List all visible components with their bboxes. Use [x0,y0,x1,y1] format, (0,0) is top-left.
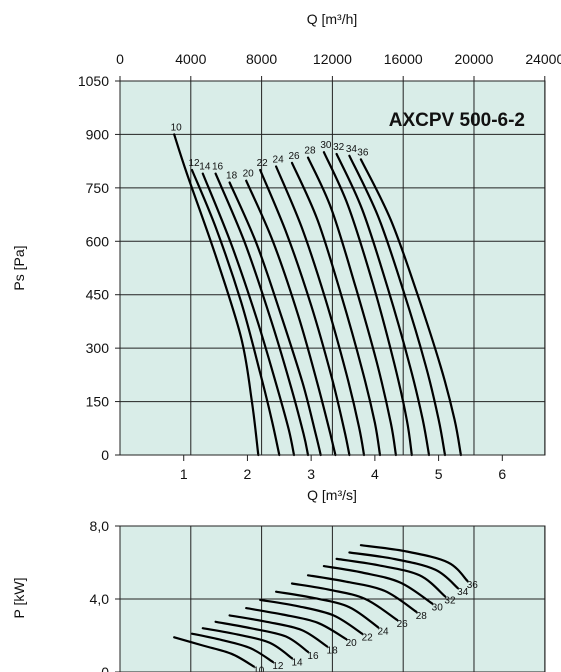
pressure-curve-label: 34 [346,144,358,155]
pressure-curve-label: 32 [333,142,345,153]
y-tick-label: 1050 [78,73,109,89]
x2-tick-label: 0 [116,51,124,67]
power-curve-label: 16 [307,651,319,662]
power-curve-label: 18 [327,645,339,656]
power-curves [173,544,469,668]
power-curve-label: 34 [457,587,469,598]
pressure-curve-30 [322,151,413,457]
power-curve-16 [214,620,310,653]
power-curve-28 [306,574,418,613]
power-curve-30 [322,565,434,605]
pressure-curve-32 [335,152,431,457]
power-curve-label: 24 [377,626,389,637]
power-curve-label: 30 [432,603,444,614]
power-curve-14 [201,627,294,660]
pressure-curve-10 [173,133,260,457]
top-axis-label: Q [m³/h] [307,11,358,27]
power-curve-24 [275,590,380,629]
x-tick-label: 4 [371,466,379,482]
pressure-curve-24 [275,165,366,457]
pressure-x-ticks: 1 2 3 4 5 6 [180,455,506,482]
power-y-axis-label: P [kW] [11,578,27,619]
pressure-curve-label: 30 [320,140,332,151]
pressure-curve-label: 24 [273,154,285,165]
power-curve-label: 14 [291,657,303,668]
pressure-curve-label: 20 [243,169,255,180]
pressure-curve-20 [245,179,337,457]
power-curve-label: 26 [397,619,409,630]
power-y-ticks: 0 4,0 8,0 [90,518,120,672]
pressure-curve-36 [359,158,462,457]
pressure-y-ticks: 0 150 300 450 600 750 900 1050 [78,73,120,463]
pressure-curve-18 [228,181,322,457]
power-curve-label: 28 [416,611,428,622]
bottom-axis-label: Q [m³/s] [307,487,357,503]
flow-m3h-ticks: 0 4000 8000 12000 16000 20000 24000 [116,51,561,81]
power-curve-label: 12 [272,661,284,672]
x-tick-label: 1 [180,466,188,482]
power-curve-36 [359,544,469,582]
pressure-curve-16 [214,172,310,457]
pressure-y-axis-label: Ps [Pa] [11,245,27,290]
y-tick-label: 300 [86,340,110,356]
y-tick-label: 900 [86,126,110,142]
pressure-curve-label: 36 [357,147,369,158]
power-curve-label: 20 [346,638,358,649]
y-tick-label: 150 [86,394,110,410]
pressure-curve-label: 26 [288,151,300,162]
power-curve-12 [190,632,274,664]
pressure-curve-label: 14 [199,162,211,173]
y-tick-label: 4,0 [90,591,110,607]
y-tick-label: 8,0 [90,518,110,534]
pressure-curve-14 [201,172,296,457]
x2-tick-label: 16000 [384,51,423,67]
x-tick-label: 6 [498,466,506,482]
power-curve-20 [245,607,348,641]
power-curve-label: 36 [467,580,479,591]
pressure-curve-26 [290,161,382,457]
pressure-curve-12 [190,168,281,457]
power-curve-34 [348,551,459,590]
x2-tick-label: 8000 [246,51,277,67]
y-tick-label: 600 [86,233,110,249]
y-tick-label: 450 [86,287,110,303]
pressure-curve-28 [306,156,397,457]
x-tick-label: 2 [244,466,252,482]
power-curve-label: 10 [253,666,265,672]
pressure-curve-22 [259,168,351,457]
pressure-curve-label: 10 [171,122,183,133]
pressure-curve-label: 22 [257,158,269,169]
x2-tick-label: 20000 [455,51,494,67]
pressure-curve-label: 16 [212,162,224,173]
power-curve-22 [259,598,364,635]
pressure-curve-label: 12 [188,158,200,169]
chart-title: AXCPV 500-6-2 [389,110,525,131]
x2-tick-label: 24000 [525,51,561,67]
x-tick-label: 3 [307,466,315,482]
pressure-curve-label: 18 [226,171,238,182]
power-curve-label: 22 [362,633,374,644]
power-curve-32 [335,557,447,598]
power-curve-18 [228,614,329,648]
pressure-curve-34 [348,154,447,457]
pressure-curve-label: 28 [304,146,316,157]
y-tick-label: 0 [101,447,109,463]
x-tick-label: 5 [435,466,443,482]
y-tick-label: 0 [101,664,109,672]
power-curve-26 [290,582,399,622]
power-curve-label: 32 [444,595,456,606]
pressure-curves [173,133,462,457]
x2-tick-label: 4000 [175,51,206,67]
x2-tick-label: 12000 [313,51,352,67]
power-curve-10 [173,636,255,668]
y-tick-label: 750 [86,180,110,196]
